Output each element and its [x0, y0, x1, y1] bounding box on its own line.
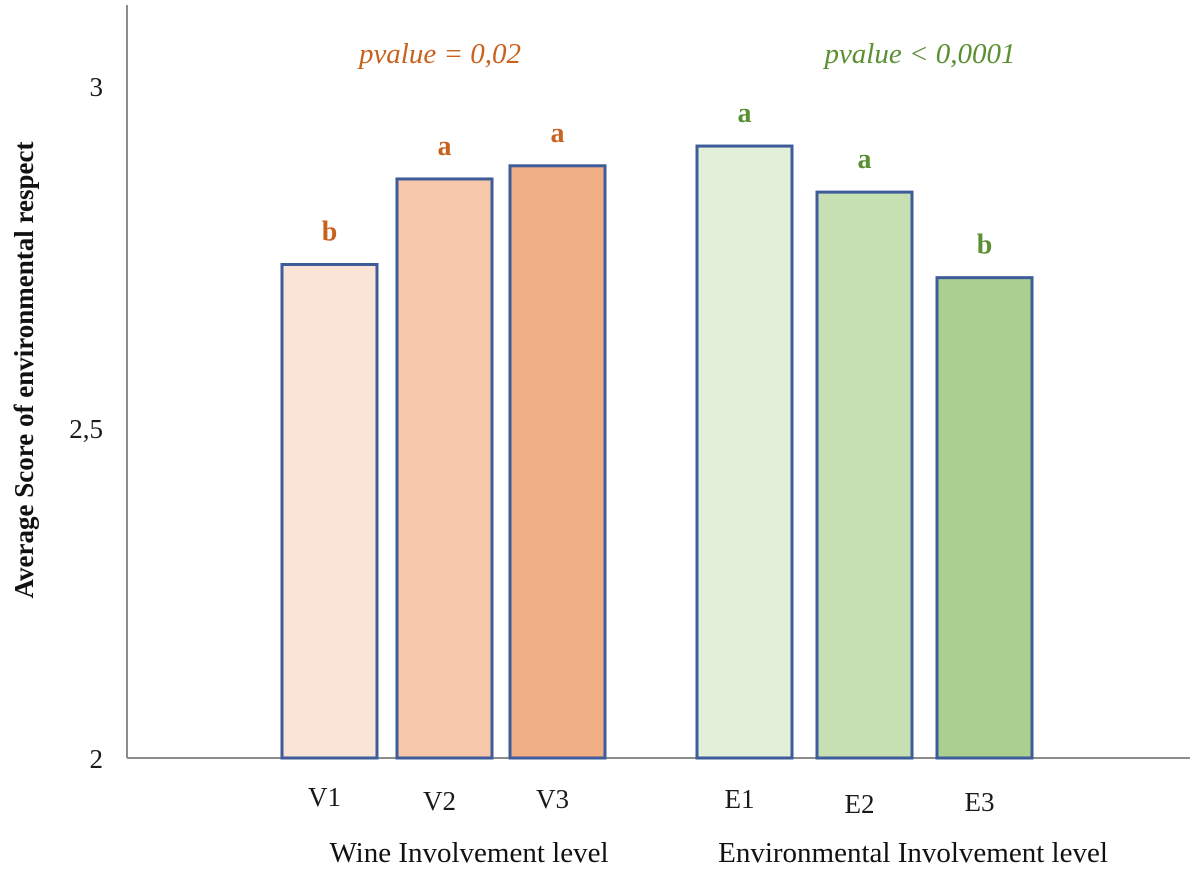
y-tick-label: 2	[90, 744, 104, 774]
significance-letter-e3: b	[977, 230, 993, 261]
significance-letter-v3: a	[551, 118, 565, 149]
significance-letter-v1: b	[322, 217, 338, 248]
environmental-group-label: Environmental Involvement level	[718, 837, 1108, 869]
significance-letter-v2: a	[438, 131, 452, 162]
wine-pvalue-annotation: pvalue = 0,02	[357, 38, 521, 70]
bar-e3	[935, 276, 1034, 760]
bar-v1	[280, 263, 379, 760]
bars-layer: b V1 a V2 a V3 a E1 a E2 b E3	[280, 98, 1034, 819]
bar-v2	[395, 177, 494, 760]
x-tick-label-v1: V1	[308, 782, 341, 812]
significance-letter-e2: a	[858, 144, 872, 175]
y-axis-label: Average Score of environmental respect	[9, 142, 39, 599]
bar-v3	[508, 164, 607, 760]
y-tick-label: 2,5	[69, 414, 103, 444]
x-tick-label-e1: E1	[725, 784, 755, 814]
significance-letter-e1: a	[738, 98, 752, 129]
x-tick-label-v3: V3	[536, 784, 569, 814]
bar-e1	[695, 144, 794, 760]
x-tick-label-e3: E3	[965, 787, 995, 817]
x-tick-label-v2: V2	[423, 786, 456, 816]
y-tick-label: 3	[90, 72, 104, 102]
x-tick-label-e2: E2	[845, 789, 875, 819]
bar-e2	[815, 190, 914, 760]
wine-group-label: Wine Involvement level	[329, 837, 608, 869]
environmental-pvalue-annotation: pvalue < 0,0001	[822, 38, 1015, 70]
